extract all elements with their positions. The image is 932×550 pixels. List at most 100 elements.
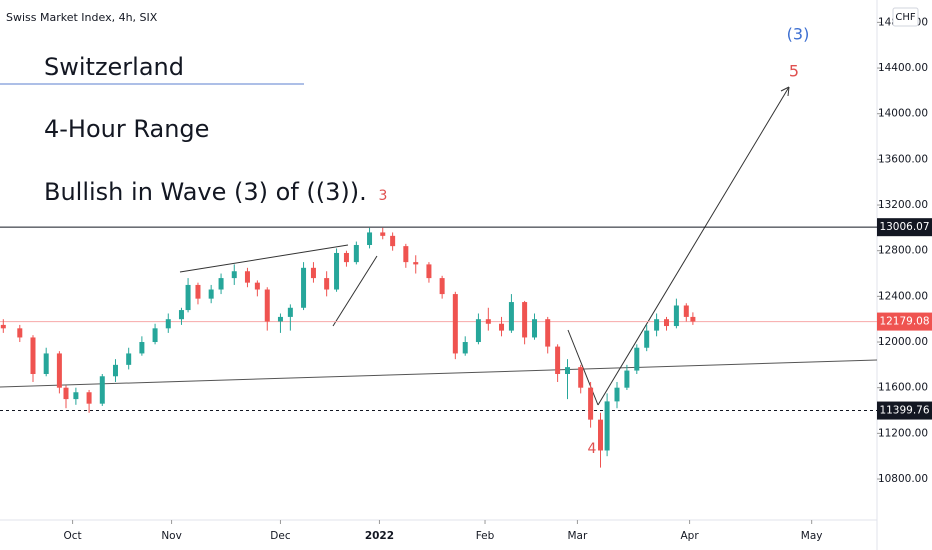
candle-body <box>324 278 330 290</box>
y-tick-label: 12800.00 <box>878 245 928 257</box>
candle-body <box>301 267 307 308</box>
candle-body <box>254 282 260 290</box>
candle-body <box>287 307 293 317</box>
price-label: 13006.07 <box>879 221 929 233</box>
x-tick-label: Dec <box>270 530 291 542</box>
y-tick-label: 14000.00 <box>878 108 928 120</box>
candle-body <box>690 316 696 322</box>
y-tick-label: 13600.00 <box>878 153 928 165</box>
candle-body <box>152 328 158 343</box>
candle-body <box>86 392 92 404</box>
candle-body <box>475 319 481 343</box>
candle-body <box>673 305 679 327</box>
candle-body <box>56 353 62 388</box>
candle-body <box>555 346 561 374</box>
candle-body <box>208 289 214 299</box>
candle-body <box>578 367 584 388</box>
candle-body <box>508 302 514 331</box>
trend-line <box>332 255 378 327</box>
candle-body <box>683 305 689 317</box>
candle-body <box>565 367 571 374</box>
candle-body <box>598 419 604 451</box>
arrow-line <box>597 86 790 406</box>
candle-body <box>0 324 6 329</box>
candle-body <box>499 323 505 331</box>
price-label: 11399.76 <box>879 405 929 417</box>
candle-body <box>30 337 36 374</box>
candle-body <box>99 376 105 404</box>
x-tick-label: Apr <box>681 530 700 542</box>
candle-body <box>73 392 79 400</box>
y-tick-label: 11200.00 <box>878 427 928 439</box>
candle-body <box>43 353 49 374</box>
candle-body <box>522 302 528 338</box>
x-tick-label: 2022 <box>365 530 394 542</box>
candle-body <box>439 278 445 295</box>
wave-label: 5 <box>789 62 799 81</box>
candle-body <box>343 252 349 263</box>
candle-body <box>195 284 201 299</box>
arrow-head <box>780 86 790 97</box>
trend-line <box>0 359 878 388</box>
y-tick-label: 10800.00 <box>878 473 928 485</box>
annotation: 4-Hour Range <box>44 115 209 143</box>
candle-body <box>452 294 458 354</box>
candle-body <box>353 244 359 263</box>
x-tick-label: Nov <box>161 530 182 542</box>
chart-title: Swiss Market Index, 4h, SIX <box>6 11 158 24</box>
candle-body <box>654 319 660 331</box>
trend-line <box>179 244 349 273</box>
candle-body <box>426 264 432 279</box>
candle-body <box>244 271 250 283</box>
x-tick-label: May <box>801 530 823 542</box>
candle-body <box>380 232 386 236</box>
price-label: 12179.08 <box>879 316 929 328</box>
candle-body <box>139 342 145 354</box>
y-tick-label: 14400.00 <box>878 62 928 74</box>
candle-body <box>614 387 620 402</box>
wave-label: 4 <box>588 441 597 457</box>
candle-body <box>310 267 316 279</box>
y-tick-label: 13200.00 <box>878 199 928 211</box>
candle-body <box>165 319 171 329</box>
annotation: Switzerland <box>44 53 184 81</box>
y-tick-label: 11600.00 <box>878 382 928 394</box>
x-tick-label: Mar <box>568 530 588 542</box>
candle-body <box>264 289 270 322</box>
y-tick-label: 12000.00 <box>878 336 928 348</box>
candle-body <box>403 246 409 263</box>
currency-box <box>892 7 919 27</box>
candle-body <box>663 319 669 327</box>
candle-body <box>644 330 650 348</box>
candle-body <box>277 316 283 322</box>
candle-body <box>112 364 118 377</box>
candle-body <box>17 328 23 338</box>
candle-body <box>334 252 340 290</box>
candle-body <box>545 319 551 347</box>
candle-body <box>588 387 594 420</box>
plot <box>0 226 877 468</box>
candle-body <box>126 353 132 365</box>
wave-label: 3 <box>379 188 388 204</box>
candle-body <box>462 342 468 354</box>
x-tick-label: Oct <box>64 530 82 542</box>
price-label-box <box>877 401 932 420</box>
x-tick-label: Feb <box>476 530 495 542</box>
candle-body <box>413 262 419 265</box>
candle-body <box>63 387 69 400</box>
price-label-box <box>877 312 932 331</box>
candle-body <box>185 284 191 311</box>
candle-body <box>485 319 491 324</box>
candle-body <box>390 235 396 247</box>
candle-body <box>367 232 373 245</box>
annotation: Bullish in Wave (3) of ((3)). <box>44 178 367 206</box>
candle-body <box>532 319 538 338</box>
candle-body <box>218 278 224 290</box>
candle-body <box>624 370 630 388</box>
y-tick-label: 12400.00 <box>878 290 928 302</box>
candle-body <box>231 271 237 279</box>
candle-body <box>634 347 640 371</box>
currency: CHF <box>895 12 916 23</box>
